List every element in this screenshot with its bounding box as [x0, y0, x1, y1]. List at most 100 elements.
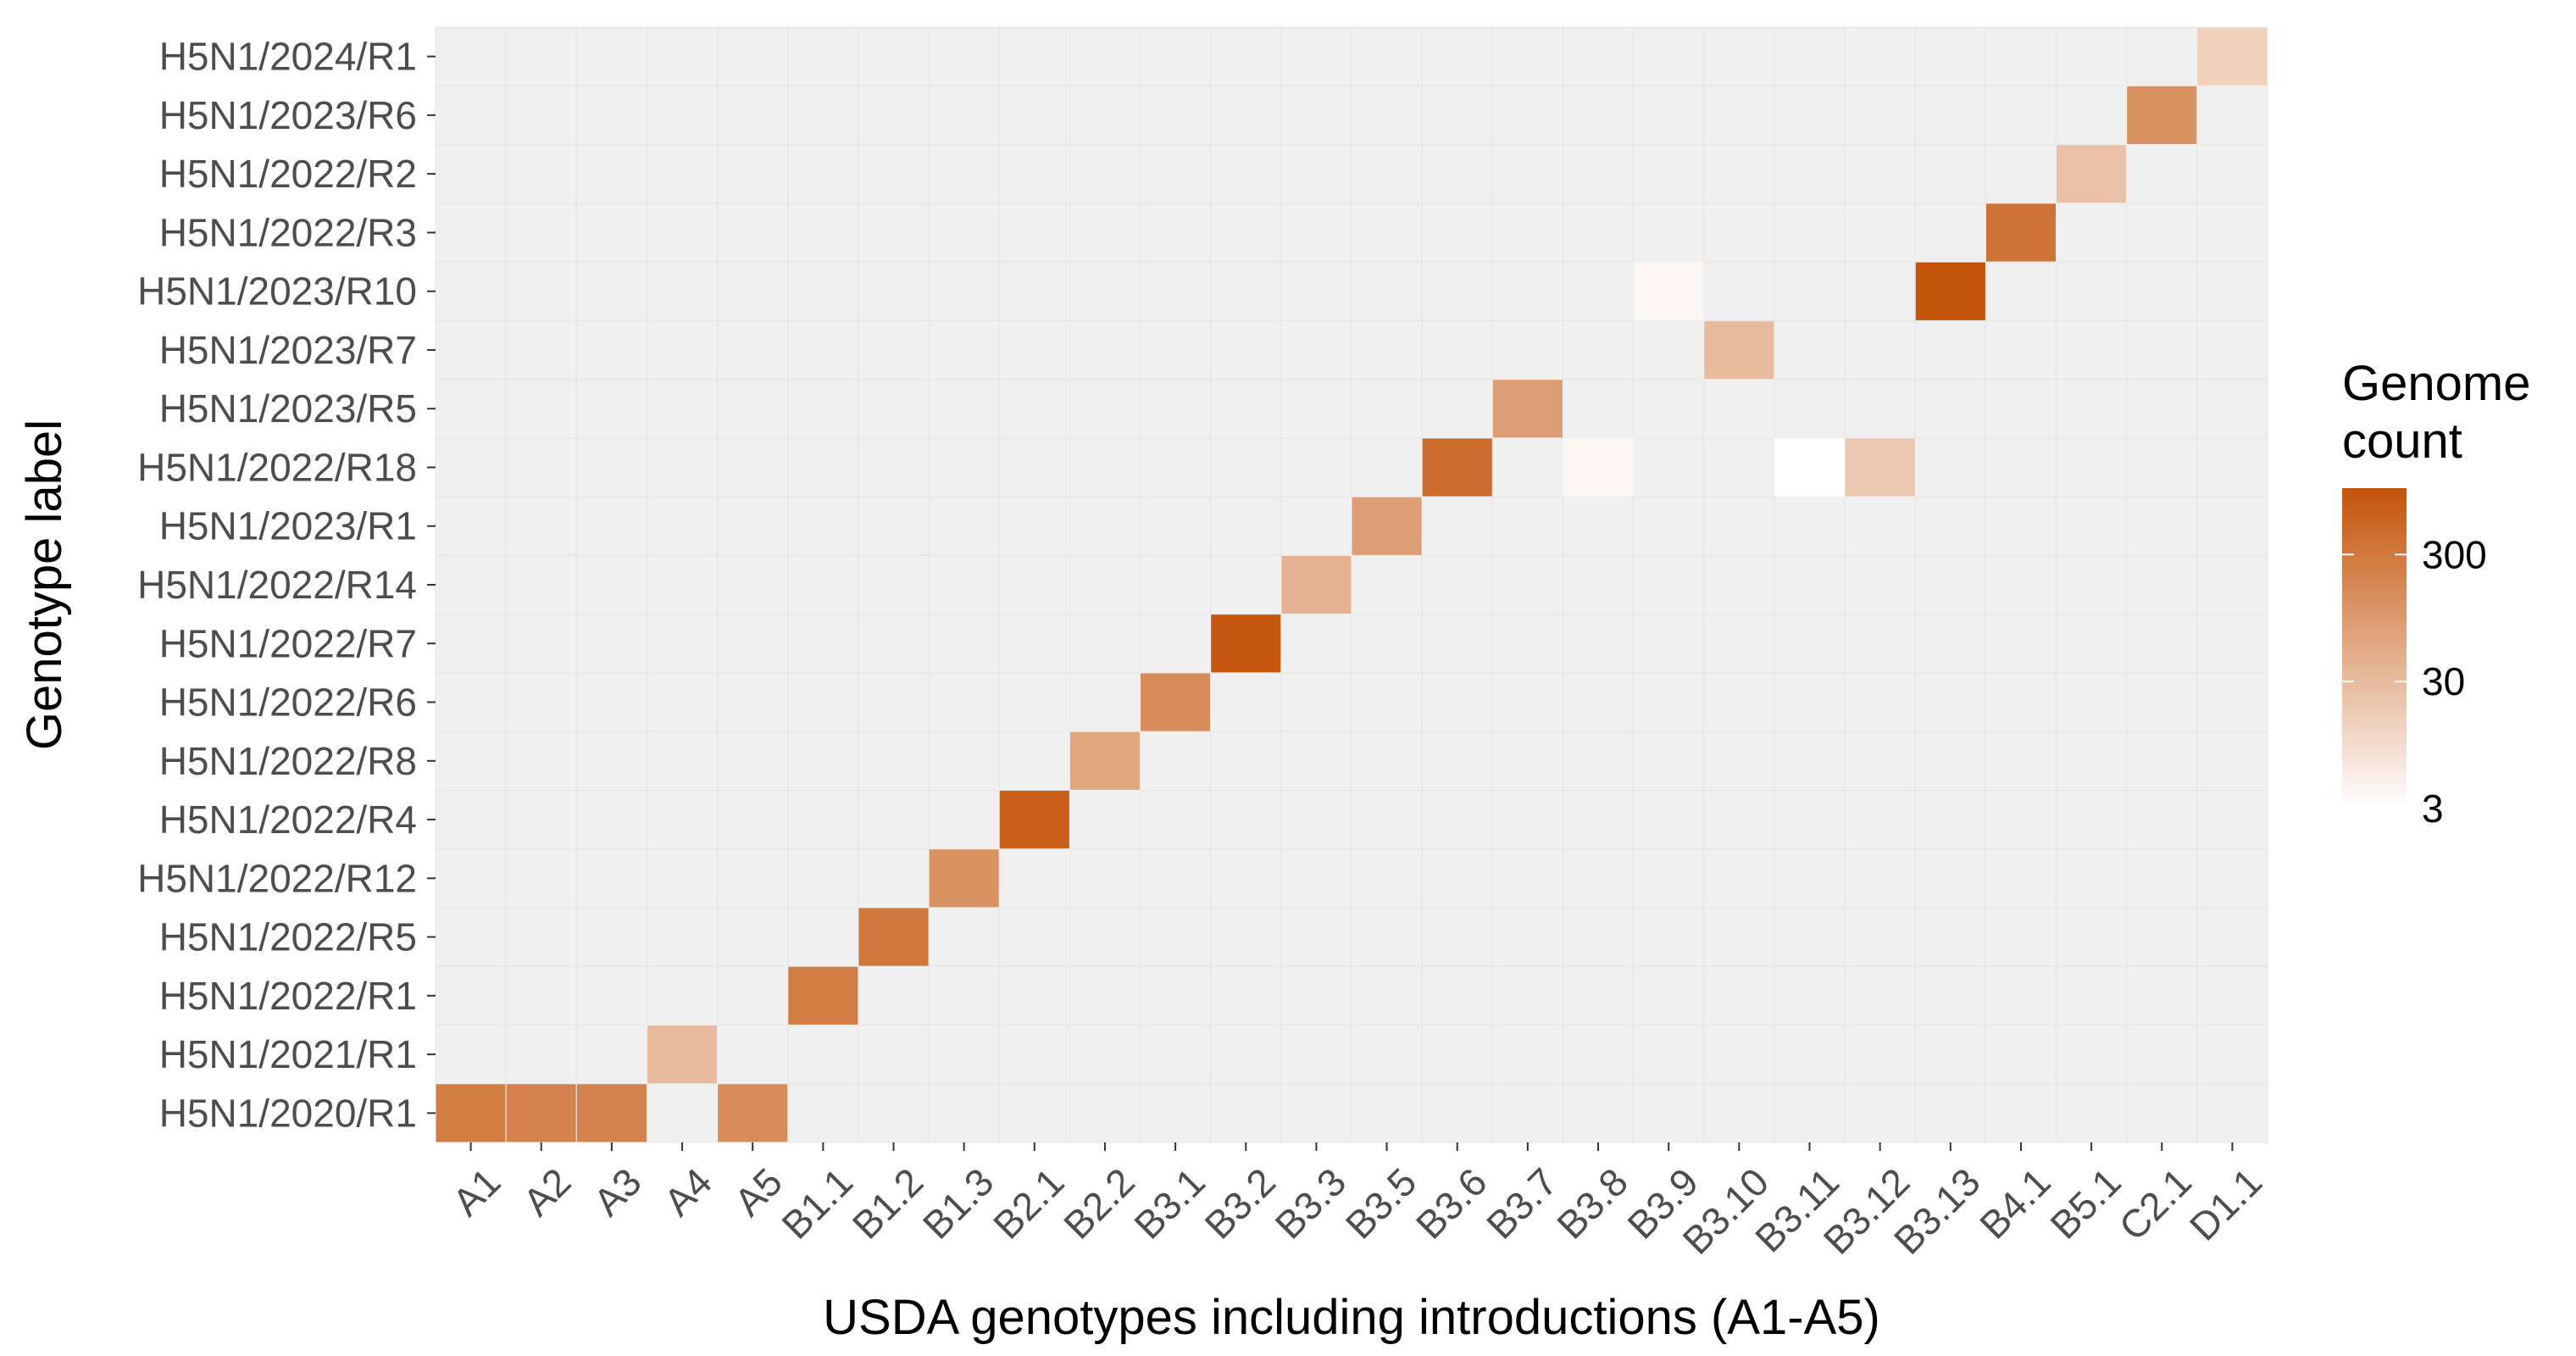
heatmap-empty-cell: [2056, 261, 2128, 321]
heatmap-empty-cell: [1914, 85, 1986, 146]
heatmap-empty-cell: [435, 320, 507, 381]
heatmap-empty-cell: [505, 379, 577, 439]
heatmap-empty-cell: [1421, 907, 1493, 967]
heatmap-empty-cell: [787, 26, 859, 86]
heatmap-empty-cell: [1351, 320, 1423, 381]
heatmap-empty-cell: [1562, 789, 1635, 850]
y-tick-label: H5N1/2022/R14: [137, 563, 417, 607]
heatmap-empty-cell: [1210, 672, 1282, 732]
heatmap-empty-cell: [717, 907, 789, 967]
heatmap-empty-cell: [1351, 848, 1423, 909]
heatmap-cell: [2126, 85, 2198, 146]
heatmap-empty-cell: [1491, 907, 1563, 967]
heatmap-empty-cell: [858, 144, 930, 204]
heatmap-empty-cell: [928, 907, 1000, 967]
heatmap-empty-cell: [858, 1083, 930, 1143]
heatmap-empty-cell: [2056, 437, 2128, 497]
heatmap-empty-cell: [1914, 965, 1986, 1025]
heatmap-empty-cell: [1140, 1024, 1212, 1085]
heatmap-empty-cell: [2056, 789, 2128, 850]
heatmap-empty-cell: [1703, 614, 1775, 674]
heatmap-empty-cell: [1351, 789, 1423, 850]
heatmap-empty-cell: [575, 437, 647, 497]
heatmap-empty-cell: [1774, 26, 1846, 86]
heatmap-empty-cell: [928, 261, 1000, 321]
heatmap-empty-cell: [1421, 554, 1493, 615]
heatmap-empty-cell: [2126, 144, 2198, 204]
heatmap-empty-cell: [1421, 1024, 1493, 1085]
heatmap-empty-cell: [1633, 437, 1705, 497]
heatmap-empty-cell: [1562, 554, 1635, 615]
heatmap-empty-cell: [1703, 965, 1775, 1025]
x-tick-label: B3.6: [1407, 1159, 1496, 1248]
heatmap-empty-cell: [928, 496, 1000, 556]
heatmap-empty-cell: [1774, 1083, 1846, 1143]
heatmap-cell: [1562, 437, 1635, 497]
heatmap-empty-cell: [928, 554, 1000, 615]
heatmap-empty-cell: [787, 907, 859, 967]
heatmap-empty-cell: [2126, 379, 2198, 439]
heatmap-empty-cell: [1421, 320, 1493, 381]
heatmap-empty-cell: [1351, 144, 1423, 204]
heatmap-empty-cell: [1351, 554, 1423, 615]
heatmap-empty-cell: [1351, 203, 1423, 263]
heatmap-empty-cell: [1562, 907, 1635, 967]
heatmap-empty-cell: [2126, 731, 2198, 791]
heatmap-empty-cell: [1421, 261, 1493, 321]
heatmap-empty-cell: [1562, 614, 1635, 674]
heatmap-empty-cell: [717, 379, 789, 439]
heatmap-empty-cell: [1914, 731, 1986, 791]
heatmap-empty-cell: [928, 1024, 1000, 1085]
heatmap-empty-cell: [2056, 203, 2128, 263]
heatmap-empty-cell: [858, 261, 930, 321]
heatmap-empty-cell: [505, 672, 577, 732]
heatmap-empty-cell: [787, 789, 859, 850]
heatmap-empty-cell: [1774, 261, 1846, 321]
heatmap-empty-cell: [1491, 261, 1563, 321]
heatmap-cell: [505, 1083, 577, 1143]
heatmap-empty-cell: [1633, 379, 1705, 439]
heatmap-empty-cell: [1280, 496, 1352, 556]
heatmap-empty-cell: [1985, 496, 2057, 556]
heatmap-empty-cell: [646, 203, 719, 263]
heatmap-empty-cell: [575, 672, 647, 732]
x-tick-label: D1.1: [2181, 1159, 2270, 1248]
heatmap-empty-cell: [575, 496, 647, 556]
heatmap-empty-cell: [1633, 848, 1705, 909]
heatmap-cell: [2196, 26, 2268, 86]
heatmap-cell: [1210, 614, 1282, 674]
heatmap-empty-cell: [435, 965, 507, 1025]
heatmap-empty-cell: [787, 379, 859, 439]
heatmap-empty-cell: [1914, 614, 1986, 674]
heatmap-empty-cell: [787, 261, 859, 321]
heatmap-empty-cell: [1421, 965, 1493, 1025]
heatmap-empty-cell: [1280, 1083, 1352, 1143]
x-tick-label: B3.3: [1267, 1159, 1355, 1248]
heatmap-empty-cell: [1421, 1083, 1493, 1143]
heatmap-empty-cell: [435, 144, 507, 204]
heatmap-empty-cell: [1562, 1024, 1635, 1085]
heatmap-empty-cell: [1280, 789, 1352, 850]
heatmap-empty-cell: [1210, 789, 1282, 850]
x-tick-label: B2.1: [985, 1159, 1073, 1248]
heatmap-empty-cell: [2056, 26, 2128, 86]
heatmap-empty-cell: [1633, 731, 1705, 791]
heatmap-empty-cell: [2126, 261, 2198, 321]
heatmap-cell: [1140, 672, 1212, 732]
heatmap-empty-cell: [1280, 965, 1352, 1025]
heatmap-empty-cell: [1774, 672, 1846, 732]
heatmap-empty-cell: [2126, 496, 2198, 556]
legend-tick-label: 3: [2422, 786, 2444, 831]
heatmap-empty-cell: [2056, 1083, 2128, 1143]
heatmap-empty-cell: [858, 965, 930, 1025]
heatmap-cell: [646, 1024, 719, 1085]
heatmap-empty-cell: [1491, 85, 1563, 146]
heatmap-empty-cell: [435, 731, 507, 791]
heatmap-empty-cell: [1703, 496, 1775, 556]
heatmap-empty-cell: [646, 496, 719, 556]
heatmap-empty-cell: [1985, 1024, 2057, 1085]
heatmap-empty-cell: [1914, 203, 1986, 263]
heatmap-empty-cell: [575, 731, 647, 791]
heatmap-empty-cell: [2196, 203, 2268, 263]
heatmap-empty-cell: [1210, 144, 1282, 204]
